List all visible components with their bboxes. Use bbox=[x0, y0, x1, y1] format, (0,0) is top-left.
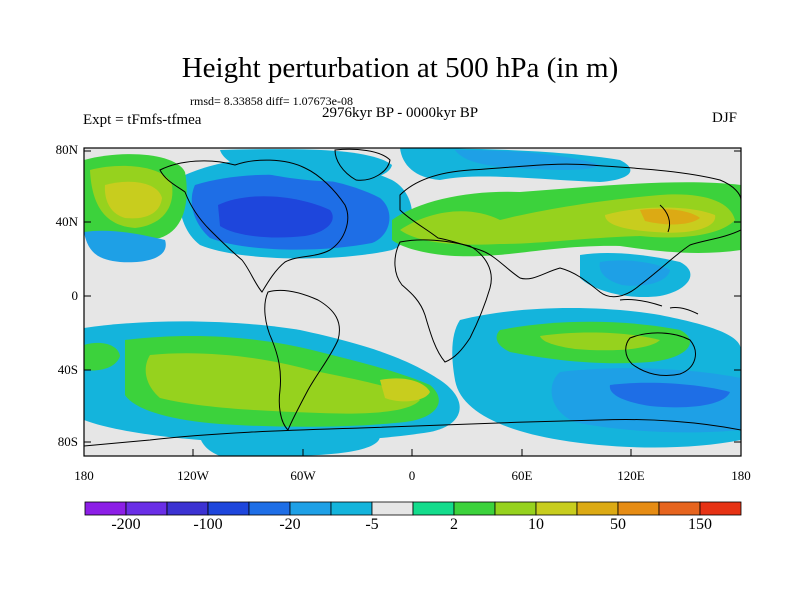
anomaly-pac-core bbox=[104, 181, 162, 219]
coast-north-america bbox=[159, 159, 349, 293]
colorbar-swatch-16 bbox=[699, 501, 742, 516]
anomaly-sh-ind-neg-core bbox=[609, 382, 730, 408]
colorbar-swatch-5 bbox=[248, 501, 291, 516]
anomaly-sea-mid bbox=[599, 260, 670, 286]
colorbar-swatch-13 bbox=[576, 501, 619, 516]
anomaly-eu-mid bbox=[400, 194, 735, 245]
coast-africa bbox=[394, 239, 492, 363]
lat-ticks bbox=[84, 150, 741, 443]
anomaly-sh-west bbox=[84, 342, 120, 371]
colorbar-label-7: 50 bbox=[610, 516, 626, 533]
coastlines bbox=[84, 148, 741, 456]
colorbar-swatch-15 bbox=[658, 501, 701, 516]
lon-label-180w: 180 bbox=[74, 468, 94, 483]
lat-label-40s: 40S bbox=[57, 362, 78, 377]
anomaly-sh-pac-core bbox=[380, 378, 430, 402]
colorbar-swatch-2 bbox=[125, 501, 168, 516]
chart-title: Height perturbation at 500 hPa (in m) bbox=[181, 52, 619, 84]
lon-ticks bbox=[83, 449, 742, 456]
lon-label-180e: 180 bbox=[731, 468, 751, 483]
stats-label: rmsd= 8.33858 diff= 1.07673e-08 bbox=[190, 94, 353, 108]
anomaly-arctic-c bbox=[455, 150, 600, 170]
coast-australia bbox=[625, 332, 696, 377]
lon-label-120e: 120E bbox=[617, 468, 645, 483]
colorbar-swatch-4 bbox=[207, 501, 250, 516]
anomaly-pac-neg bbox=[84, 230, 166, 263]
colorbar-swatch-10 bbox=[453, 501, 496, 516]
lat-label-0: 0 bbox=[71, 288, 79, 303]
anomaly-sh-pac-yellow bbox=[145, 353, 420, 414]
lon-label-120w: 120W bbox=[177, 468, 209, 483]
coast-greenland bbox=[334, 148, 391, 181]
colorbar-label-3: -20 bbox=[279, 516, 301, 533]
season-label: DJF bbox=[712, 110, 738, 126]
anomaly-sh-ant bbox=[199, 427, 380, 456]
colorbar-swatch-14 bbox=[617, 501, 660, 516]
coast-japan bbox=[659, 204, 671, 233]
colorbar-label-6: 10 bbox=[528, 516, 544, 533]
anomaly-sh-ind-inner bbox=[540, 332, 660, 351]
colorbar-label-2: -100 bbox=[193, 516, 223, 533]
anomaly-na-core bbox=[218, 196, 333, 238]
colorbar-swatch-12 bbox=[535, 501, 578, 516]
colorbar-swatch-6 bbox=[289, 501, 332, 516]
lon-label-60e: 60E bbox=[511, 468, 533, 483]
lon-label-60w: 60W bbox=[290, 468, 316, 483]
lat-label-80n: 80N bbox=[55, 142, 78, 157]
colorbar-swatch-11 bbox=[494, 501, 537, 516]
coast-indonesia bbox=[619, 299, 699, 315]
period-label: 2976kyr BP - 0000kyr BP bbox=[322, 105, 479, 121]
coast-europe-asia bbox=[399, 163, 741, 298]
colorbar-label-5: 2 bbox=[450, 516, 458, 533]
colorbar-swatch-1 bbox=[84, 501, 127, 516]
lat-label-40n: 40N bbox=[55, 214, 78, 229]
colorbar-swatch-9 bbox=[412, 501, 455, 516]
colorbar-label-4: -5 bbox=[365, 516, 379, 533]
colorbar-swatch-7 bbox=[330, 501, 373, 516]
anomaly-arctic-a bbox=[220, 149, 392, 182]
lon-label-0: 0 bbox=[408, 468, 416, 483]
colorbar-swatch-3 bbox=[166, 501, 209, 516]
perturbation-field bbox=[84, 148, 741, 456]
coast-south-america bbox=[264, 289, 340, 431]
anomaly-eu-hot bbox=[640, 208, 700, 225]
colorbar-swatch-8 bbox=[371, 501, 414, 516]
colorbar-label-8: 150 bbox=[688, 516, 712, 533]
colorbar bbox=[84, 501, 742, 516]
experiment-label: Expt = tFmfs-tfmea bbox=[83, 112, 202, 128]
lat-label-80s: 80S bbox=[57, 434, 78, 449]
colorbar-label-1: -200 bbox=[111, 516, 141, 533]
